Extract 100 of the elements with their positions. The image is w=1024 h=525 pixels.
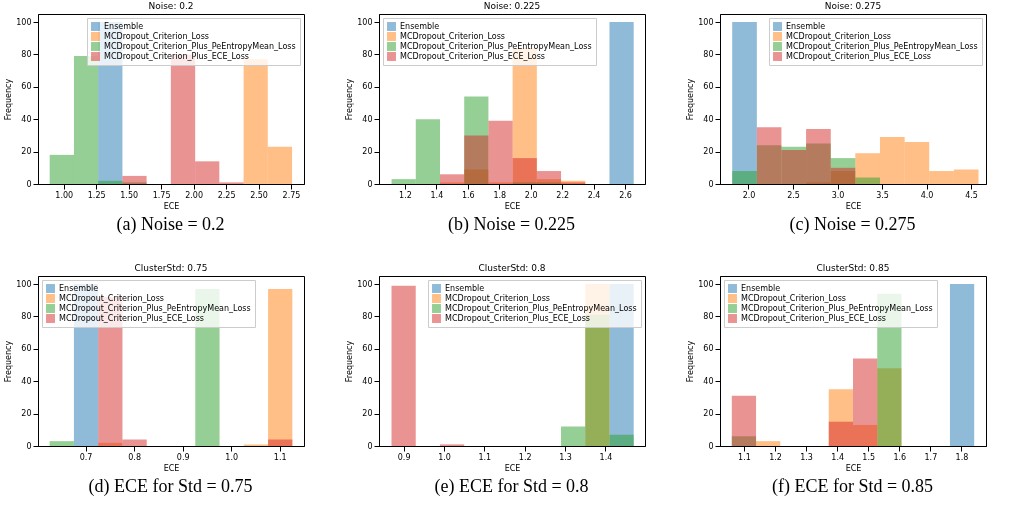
legend-label: MCDropout_Criterion_Loss	[786, 31, 892, 41]
x-tick-label: 2.5	[787, 190, 800, 200]
y-tick-label: 60	[703, 82, 714, 92]
x-tick-label: 1.0	[438, 452, 451, 462]
y-axis-title: Frequency	[345, 78, 355, 121]
y-tick-label: 40	[362, 114, 373, 124]
y-tick-label: 40	[21, 114, 32, 124]
y-tick-label: 60	[21, 82, 32, 92]
chart-title: ClusterStd: 0.75	[134, 263, 208, 273]
y-axis-title: Frequency	[4, 340, 14, 383]
legend-label: MCDropout_Criterion_Plus_ECE_Loss	[786, 51, 931, 61]
legend-label: Ensemble	[786, 21, 826, 31]
text: (c) Noise = 0.275	[788, 214, 917, 235]
chart-title: ClusterStd: 0.85	[816, 263, 890, 273]
chart-title: Noise: 0.275	[824, 1, 882, 11]
legend-label: Ensemble	[445, 283, 485, 293]
legend-label: MCDropout_Criterion_Plus_PeEntropyMean_Loss	[59, 303, 251, 313]
legend-label: MCDropout_Criterion_Plus_PeEntropyMean_Loss	[400, 41, 592, 51]
y-tick-label: 100	[357, 279, 373, 289]
y-tick-label: 80	[362, 311, 373, 321]
x-axis-title: ECE	[163, 201, 180, 211]
y-tick-label: 0	[26, 441, 32, 451]
x-tick-label: 3.0	[831, 190, 845, 200]
x-tick-label: 1.2	[399, 190, 412, 200]
legend-label: MCDropout_Criterion_Loss	[400, 31, 506, 41]
legend-label: Ensemble	[741, 283, 781, 293]
y-tick-label: 80	[21, 49, 32, 59]
x-tick-label: 2.0	[524, 190, 538, 200]
legend-label: MCDropout_Criterion_Plus_PeEntropyMean_Loss	[104, 41, 296, 51]
y-tick-label: 20	[703, 147, 714, 157]
y-tick-label: 80	[362, 49, 373, 59]
y-tick-label: 20	[21, 147, 32, 157]
y-tick-label: 0	[367, 441, 373, 451]
y-tick-label: 100	[357, 17, 373, 27]
x-tick-label: 1.25	[87, 190, 106, 200]
x-tick-label: 1.4	[430, 190, 444, 200]
y-tick-label: 40	[703, 114, 714, 124]
legend-label: MCDropout_Criterion_Loss	[104, 31, 210, 41]
x-tick-label: 0.9	[176, 452, 190, 462]
y-axis-title: Frequency	[686, 78, 696, 121]
x-axis-title: ECE	[845, 201, 862, 211]
x-tick-label: 2.6	[619, 190, 632, 200]
legend-label: MCDropout_Criterion_Plus_ECE_Loss	[445, 313, 590, 323]
y-tick-label: 60	[21, 344, 32, 354]
chart-title: Noise: 0.2	[148, 1, 194, 11]
y-tick-label: 100	[698, 279, 714, 289]
x-tick-label: 1.3	[800, 452, 813, 462]
y-axis-title: Frequency	[345, 340, 355, 383]
text: (d) ECE for Std = 0.75	[87, 476, 254, 497]
x-tick-label: 1.1	[273, 452, 287, 462]
y-tick-label: 0	[708, 441, 714, 451]
y-tick-label: 80	[21, 311, 32, 321]
x-tick-label: 2.75	[282, 190, 301, 200]
y-tick-label: 60	[362, 344, 373, 354]
y-tick-label: 20	[362, 409, 373, 419]
x-tick-label: 0.7	[79, 452, 93, 462]
x-tick-label: 1.5	[862, 452, 876, 462]
x-axis-title: ECE	[845, 463, 862, 473]
x-tick-label: 1.2	[769, 452, 782, 462]
y-tick-label: 40	[362, 376, 373, 386]
x-tick-label: 1.1	[738, 452, 751, 462]
x-tick-label: 1.6	[893, 452, 907, 462]
y-tick-label: 20	[703, 409, 714, 419]
legend-label: MCDropout_Criterion_Plus_ECE_Loss	[400, 51, 545, 61]
y-tick-label: 20	[21, 409, 32, 419]
x-tick-label: 1.75	[152, 190, 171, 200]
y-tick-label: 40	[703, 376, 714, 386]
legend-label: MCDropout_Criterion_Plus_PeEntropyMean_Loss	[445, 303, 637, 313]
x-tick-label: 0.8	[128, 452, 141, 462]
legend-label: MCDropout_Criterion_Loss	[741, 293, 847, 303]
x-tick-label: 1.3	[559, 452, 572, 462]
text: (f) ECE for Std = 0.85	[770, 476, 935, 497]
legend-label: Ensemble	[400, 21, 440, 31]
y-tick-label: 100	[698, 17, 714, 27]
x-tick-label: 1.00	[55, 190, 74, 200]
text: (b) Noise = 0.225	[446, 214, 577, 235]
chart-title: Noise: 0.225	[483, 1, 541, 11]
legend-label: MCDropout_Criterion_Loss	[59, 293, 165, 303]
legend-label: MCDropout_Criterion_Plus_PeEntropyMean_Loss	[786, 41, 978, 51]
y-tick-label: 20	[362, 147, 373, 157]
y-tick-label: 80	[703, 311, 714, 321]
y-tick-label: 80	[703, 49, 714, 59]
y-tick-label: 100	[16, 279, 32, 289]
x-tick-label: 2.2	[556, 190, 570, 200]
legend-label: MCDropout_Criterion_Plus_ECE_Loss	[59, 313, 204, 323]
text: (a) Noise = 0.2	[115, 214, 226, 235]
y-tick-label: 0	[26, 179, 32, 189]
y-tick-label: 0	[708, 179, 714, 189]
y-tick-label: 100	[16, 17, 32, 27]
legend-label: MCDropout_Criterion_Plus_PeEntropyMean_Loss	[741, 303, 933, 313]
legend-label: Ensemble	[104, 21, 144, 31]
y-axis-title: Frequency	[686, 340, 696, 383]
x-tick-label: 2.00	[185, 190, 204, 200]
text: (e) ECE for Std = 0.8	[433, 476, 590, 497]
legend-label: MCDropout_Criterion_Plus_ECE_Loss	[104, 51, 249, 61]
x-tick-label: 4.5	[965, 190, 978, 200]
y-tick-label: 40	[21, 376, 32, 386]
x-axis-title: ECE	[504, 201, 521, 211]
x-axis-title: ECE	[163, 463, 180, 473]
x-tick-label: 1.1	[478, 452, 492, 462]
